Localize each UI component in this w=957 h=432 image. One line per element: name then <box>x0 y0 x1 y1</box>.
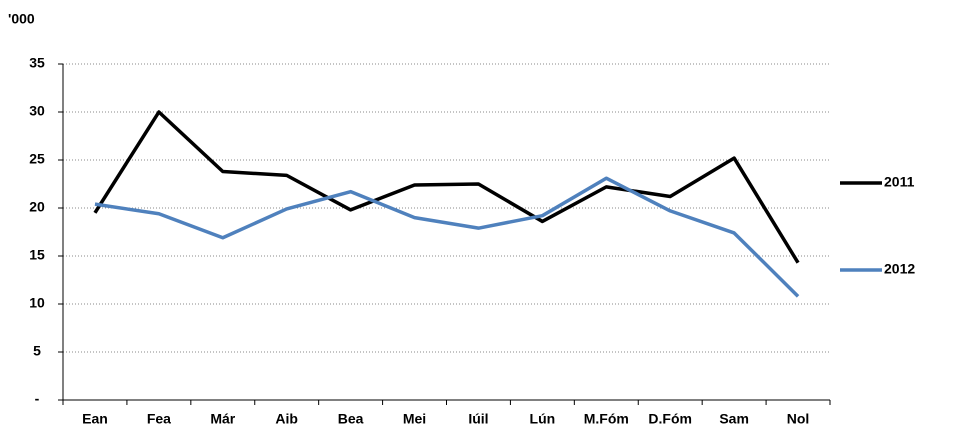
y-tick-label: 20 <box>29 199 45 215</box>
legend-label: 2012 <box>884 261 915 277</box>
legend-label: 2011 <box>884 174 915 190</box>
y-tick-label: 25 <box>29 151 45 167</box>
y-tick-label: 10 <box>29 295 45 311</box>
y-tick-label: 15 <box>29 247 45 263</box>
x-tick-label: Bea <box>338 411 364 427</box>
x-tick-label: Sam <box>719 411 749 427</box>
y-tick-label: 5 <box>33 343 41 359</box>
x-tick-label: Fea <box>147 411 171 427</box>
x-tick-label: Már <box>210 411 235 427</box>
x-tick-label: Ean <box>82 411 108 427</box>
y-axis-unit: '000 <box>8 11 35 27</box>
x-tick-label: Aib <box>275 411 298 427</box>
x-tick-label: Iúil <box>468 411 488 427</box>
y-tick-label: 30 <box>29 103 45 119</box>
x-tick-label: D.Fóm <box>648 411 692 427</box>
y-tick-label: 35 <box>29 55 45 71</box>
series-line <box>94 176 800 298</box>
x-tick-label: Lún <box>530 411 556 427</box>
y-tick-label: - <box>35 391 40 407</box>
x-tick-label: Nol <box>787 411 810 427</box>
series-line <box>93 110 800 264</box>
x-tick-label: M.Fóm <box>584 411 629 427</box>
x-tick-label: Mei <box>403 411 426 427</box>
